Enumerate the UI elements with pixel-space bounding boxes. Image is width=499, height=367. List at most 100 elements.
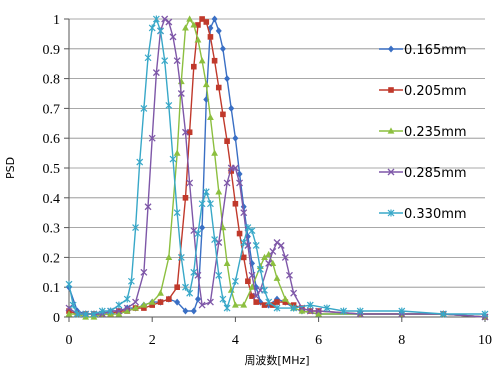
data-point	[232, 134, 239, 142]
data-point	[115, 301, 123, 309]
data-point	[148, 298, 156, 305]
data-point	[224, 138, 230, 144]
data-point	[132, 298, 140, 306]
data-point	[132, 304, 139, 311]
data-point	[207, 34, 214, 40]
data-point	[65, 304, 73, 312]
data-point	[224, 75, 231, 83]
data-point	[244, 224, 252, 232]
data-point	[298, 307, 306, 314]
data-point	[140, 268, 148, 276]
data-point	[136, 158, 144, 166]
data-point	[256, 265, 264, 273]
data-point	[65, 280, 73, 288]
data-point	[219, 45, 226, 53]
data-point	[277, 242, 285, 249]
data-point	[439, 310, 447, 318]
data-point	[148, 134, 156, 142]
data-point	[169, 33, 177, 41]
data-point	[240, 301, 248, 308]
data-point	[215, 84, 222, 91]
legend-entry: 0.165mm	[379, 43, 467, 58]
data-point	[273, 304, 281, 312]
data-point	[231, 277, 239, 285]
y-axis-title: PSD	[4, 157, 17, 179]
data-point	[165, 253, 173, 260]
data-point	[98, 307, 106, 315]
x-tick-label: 10	[478, 333, 492, 348]
data-point	[236, 179, 244, 187]
data-point	[236, 230, 243, 237]
data-point	[252, 292, 260, 300]
legend-label: 0.235mm	[404, 125, 467, 140]
data-point	[157, 289, 164, 296]
data-point	[249, 293, 255, 299]
data-point	[186, 15, 194, 22]
data-point	[157, 27, 164, 35]
data-point	[199, 224, 206, 232]
x-tick-label: 0	[66, 333, 73, 348]
data-point	[177, 253, 185, 261]
data-point	[174, 284, 180, 290]
data-point	[115, 310, 123, 317]
data-point	[223, 304, 231, 312]
data-point	[173, 209, 181, 217]
data-point	[207, 113, 214, 120]
data-point	[265, 259, 273, 267]
data-point	[123, 307, 131, 314]
data-point	[161, 15, 169, 23]
data-point	[186, 179, 194, 187]
data-point	[281, 295, 289, 302]
data-point	[194, 295, 201, 303]
data-point	[273, 239, 281, 246]
data-point	[253, 299, 259, 305]
y-tick-label: 0.5	[43, 162, 61, 177]
data-point	[149, 302, 155, 308]
legend-marker	[388, 87, 394, 93]
y-tick-label: 0.1	[43, 281, 61, 296]
legend: 0.165mm 0.205mm 0.235mm 0.285mm 0.330mm	[379, 43, 467, 222]
x-tick-labels: 0 2 4 6 8 10	[66, 333, 493, 348]
data-point	[144, 54, 152, 62]
data-point	[186, 289, 194, 297]
y-tick-label: 0.7	[43, 102, 61, 117]
data-point	[248, 271, 256, 279]
legend-label: 0.330mm	[404, 207, 467, 222]
data-point	[166, 296, 172, 302]
data-point	[240, 254, 247, 261]
data-point	[144, 203, 152, 211]
data-point	[261, 286, 268, 294]
data-point	[199, 16, 205, 22]
data-point	[65, 310, 73, 317]
data-point	[211, 149, 218, 156]
data-point	[220, 111, 226, 118]
data-point	[261, 302, 268, 308]
series-0.285mm	[65, 15, 489, 321]
y-tick-label: 1	[53, 13, 60, 28]
data-point	[123, 304, 131, 312]
y-tick-label: 0	[53, 311, 60, 326]
data-point	[215, 188, 223, 195]
data-point	[194, 36, 202, 43]
legend-entry: 0.285mm	[379, 166, 467, 181]
data-point	[219, 295, 227, 303]
legend-label: 0.285mm	[404, 166, 467, 181]
data-point	[265, 298, 273, 306]
data-point	[115, 307, 123, 315]
data-point	[190, 21, 198, 28]
data-point	[215, 271, 223, 279]
data-point	[252, 241, 260, 249]
x-tick-label: 8	[398, 333, 405, 348]
x-tick-label: 4	[232, 333, 239, 348]
series-lines	[65, 15, 489, 321]
data-point	[281, 253, 289, 261]
data-point	[356, 307, 364, 315]
data-point	[182, 307, 189, 315]
data-point	[207, 200, 214, 208]
legend-entry: 0.235mm	[379, 125, 467, 140]
data-point	[174, 298, 181, 306]
data-point	[306, 301, 314, 309]
legend-marker	[387, 127, 395, 134]
data-point	[169, 155, 177, 163]
y-tick-label: 0.9	[43, 43, 61, 58]
